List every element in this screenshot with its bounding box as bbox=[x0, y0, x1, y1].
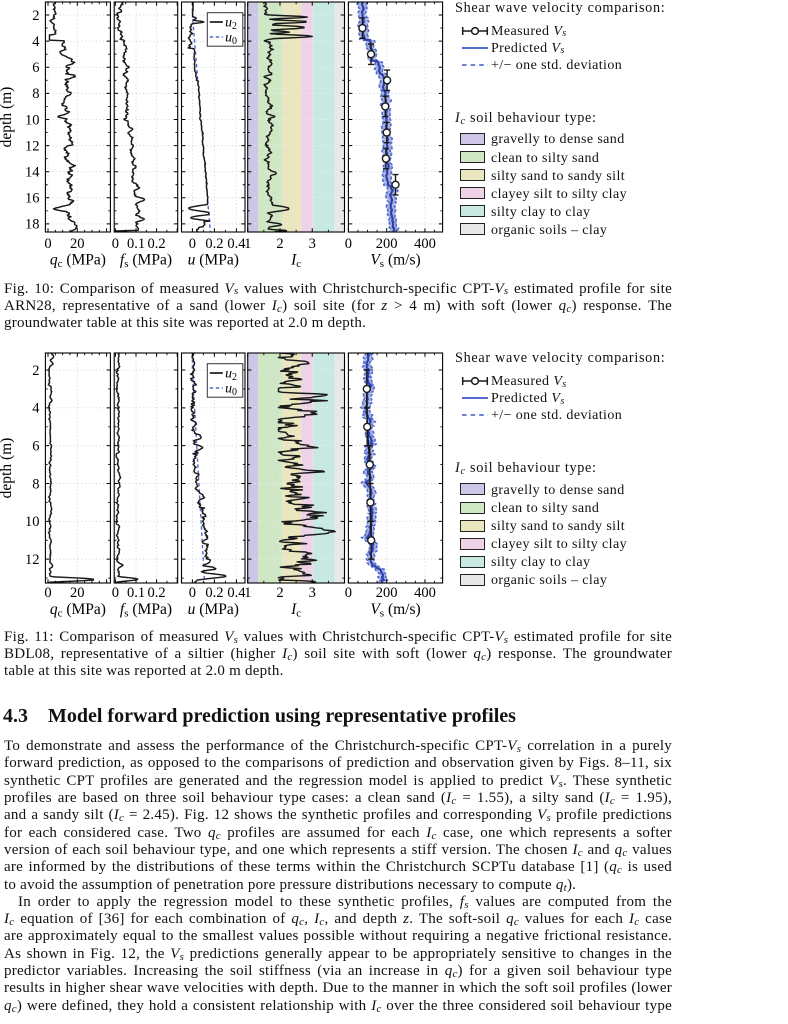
svg-text:0.2: 0.2 bbox=[148, 236, 166, 252]
svg-text:Vs (m/s): Vs (m/s) bbox=[370, 601, 420, 620]
svg-text:0.2: 0.2 bbox=[205, 585, 223, 601]
svg-text:1: 1 bbox=[244, 585, 251, 601]
svg-text:u0: u0 bbox=[225, 381, 237, 398]
svg-text:Vs (m/s): Vs (m/s) bbox=[370, 252, 420, 271]
svg-text:20: 20 bbox=[70, 236, 85, 252]
svg-text:0: 0 bbox=[345, 236, 352, 252]
svg-text:depth (m): depth (m) bbox=[0, 87, 15, 148]
svg-text:8: 8 bbox=[32, 86, 39, 102]
svg-text:400: 400 bbox=[414, 585, 436, 601]
svg-text:4: 4 bbox=[32, 401, 40, 417]
svg-text:2: 2 bbox=[32, 8, 39, 24]
svg-text:qc (MPa): qc (MPa) bbox=[50, 252, 106, 271]
svg-text:u2: u2 bbox=[225, 15, 237, 32]
svg-text:2: 2 bbox=[276, 585, 283, 601]
svg-text:400: 400 bbox=[414, 236, 436, 252]
svg-text:12: 12 bbox=[25, 552, 40, 568]
svg-text:0: 0 bbox=[112, 585, 119, 601]
svg-text:u2: u2 bbox=[225, 366, 237, 383]
svg-text:8: 8 bbox=[32, 476, 39, 492]
svg-text:3: 3 bbox=[309, 585, 316, 601]
svg-text:depth (m): depth (m) bbox=[0, 438, 15, 499]
svg-text:200: 200 bbox=[376, 585, 398, 601]
svg-text:fs (MPa): fs (MPa) bbox=[120, 601, 172, 620]
svg-text:1: 1 bbox=[244, 236, 251, 252]
svg-text:qc (MPa): qc (MPa) bbox=[50, 601, 106, 620]
svg-text:12: 12 bbox=[25, 138, 40, 154]
svg-text:2: 2 bbox=[276, 236, 283, 252]
svg-text:0: 0 bbox=[345, 585, 352, 601]
svg-text:4: 4 bbox=[32, 34, 40, 50]
svg-text:0: 0 bbox=[44, 236, 51, 252]
svg-text:10: 10 bbox=[25, 112, 40, 128]
svg-text:fs (MPa): fs (MPa) bbox=[120, 252, 172, 271]
svg-text:10: 10 bbox=[25, 514, 40, 530]
svg-text:14: 14 bbox=[25, 164, 40, 180]
svg-text:u (MPa): u (MPa) bbox=[188, 601, 239, 618]
svg-text:0.4: 0.4 bbox=[227, 585, 246, 601]
svg-text:6: 6 bbox=[32, 60, 39, 76]
svg-text:Ic: Ic bbox=[290, 601, 301, 620]
svg-text:2: 2 bbox=[32, 363, 39, 379]
svg-text:0: 0 bbox=[44, 585, 51, 601]
svg-text:0.2: 0.2 bbox=[148, 585, 166, 601]
svg-text:20: 20 bbox=[70, 585, 85, 601]
svg-text:200: 200 bbox=[376, 236, 398, 252]
svg-text:0: 0 bbox=[189, 585, 196, 601]
svg-text:0.1: 0.1 bbox=[127, 585, 145, 601]
svg-text:6: 6 bbox=[32, 438, 39, 454]
svg-text:0.4: 0.4 bbox=[227, 236, 246, 252]
svg-text:u (MPa): u (MPa) bbox=[188, 252, 239, 269]
svg-text:0.2: 0.2 bbox=[205, 236, 223, 252]
svg-text:0: 0 bbox=[189, 236, 196, 252]
svg-text:0.1: 0.1 bbox=[127, 236, 145, 252]
svg-text:0: 0 bbox=[112, 236, 119, 252]
svg-text:18: 18 bbox=[25, 217, 40, 233]
svg-text:3: 3 bbox=[309, 236, 316, 252]
svg-text:16: 16 bbox=[25, 191, 40, 207]
svg-text:Ic: Ic bbox=[290, 252, 301, 271]
svg-text:u0: u0 bbox=[225, 30, 237, 47]
